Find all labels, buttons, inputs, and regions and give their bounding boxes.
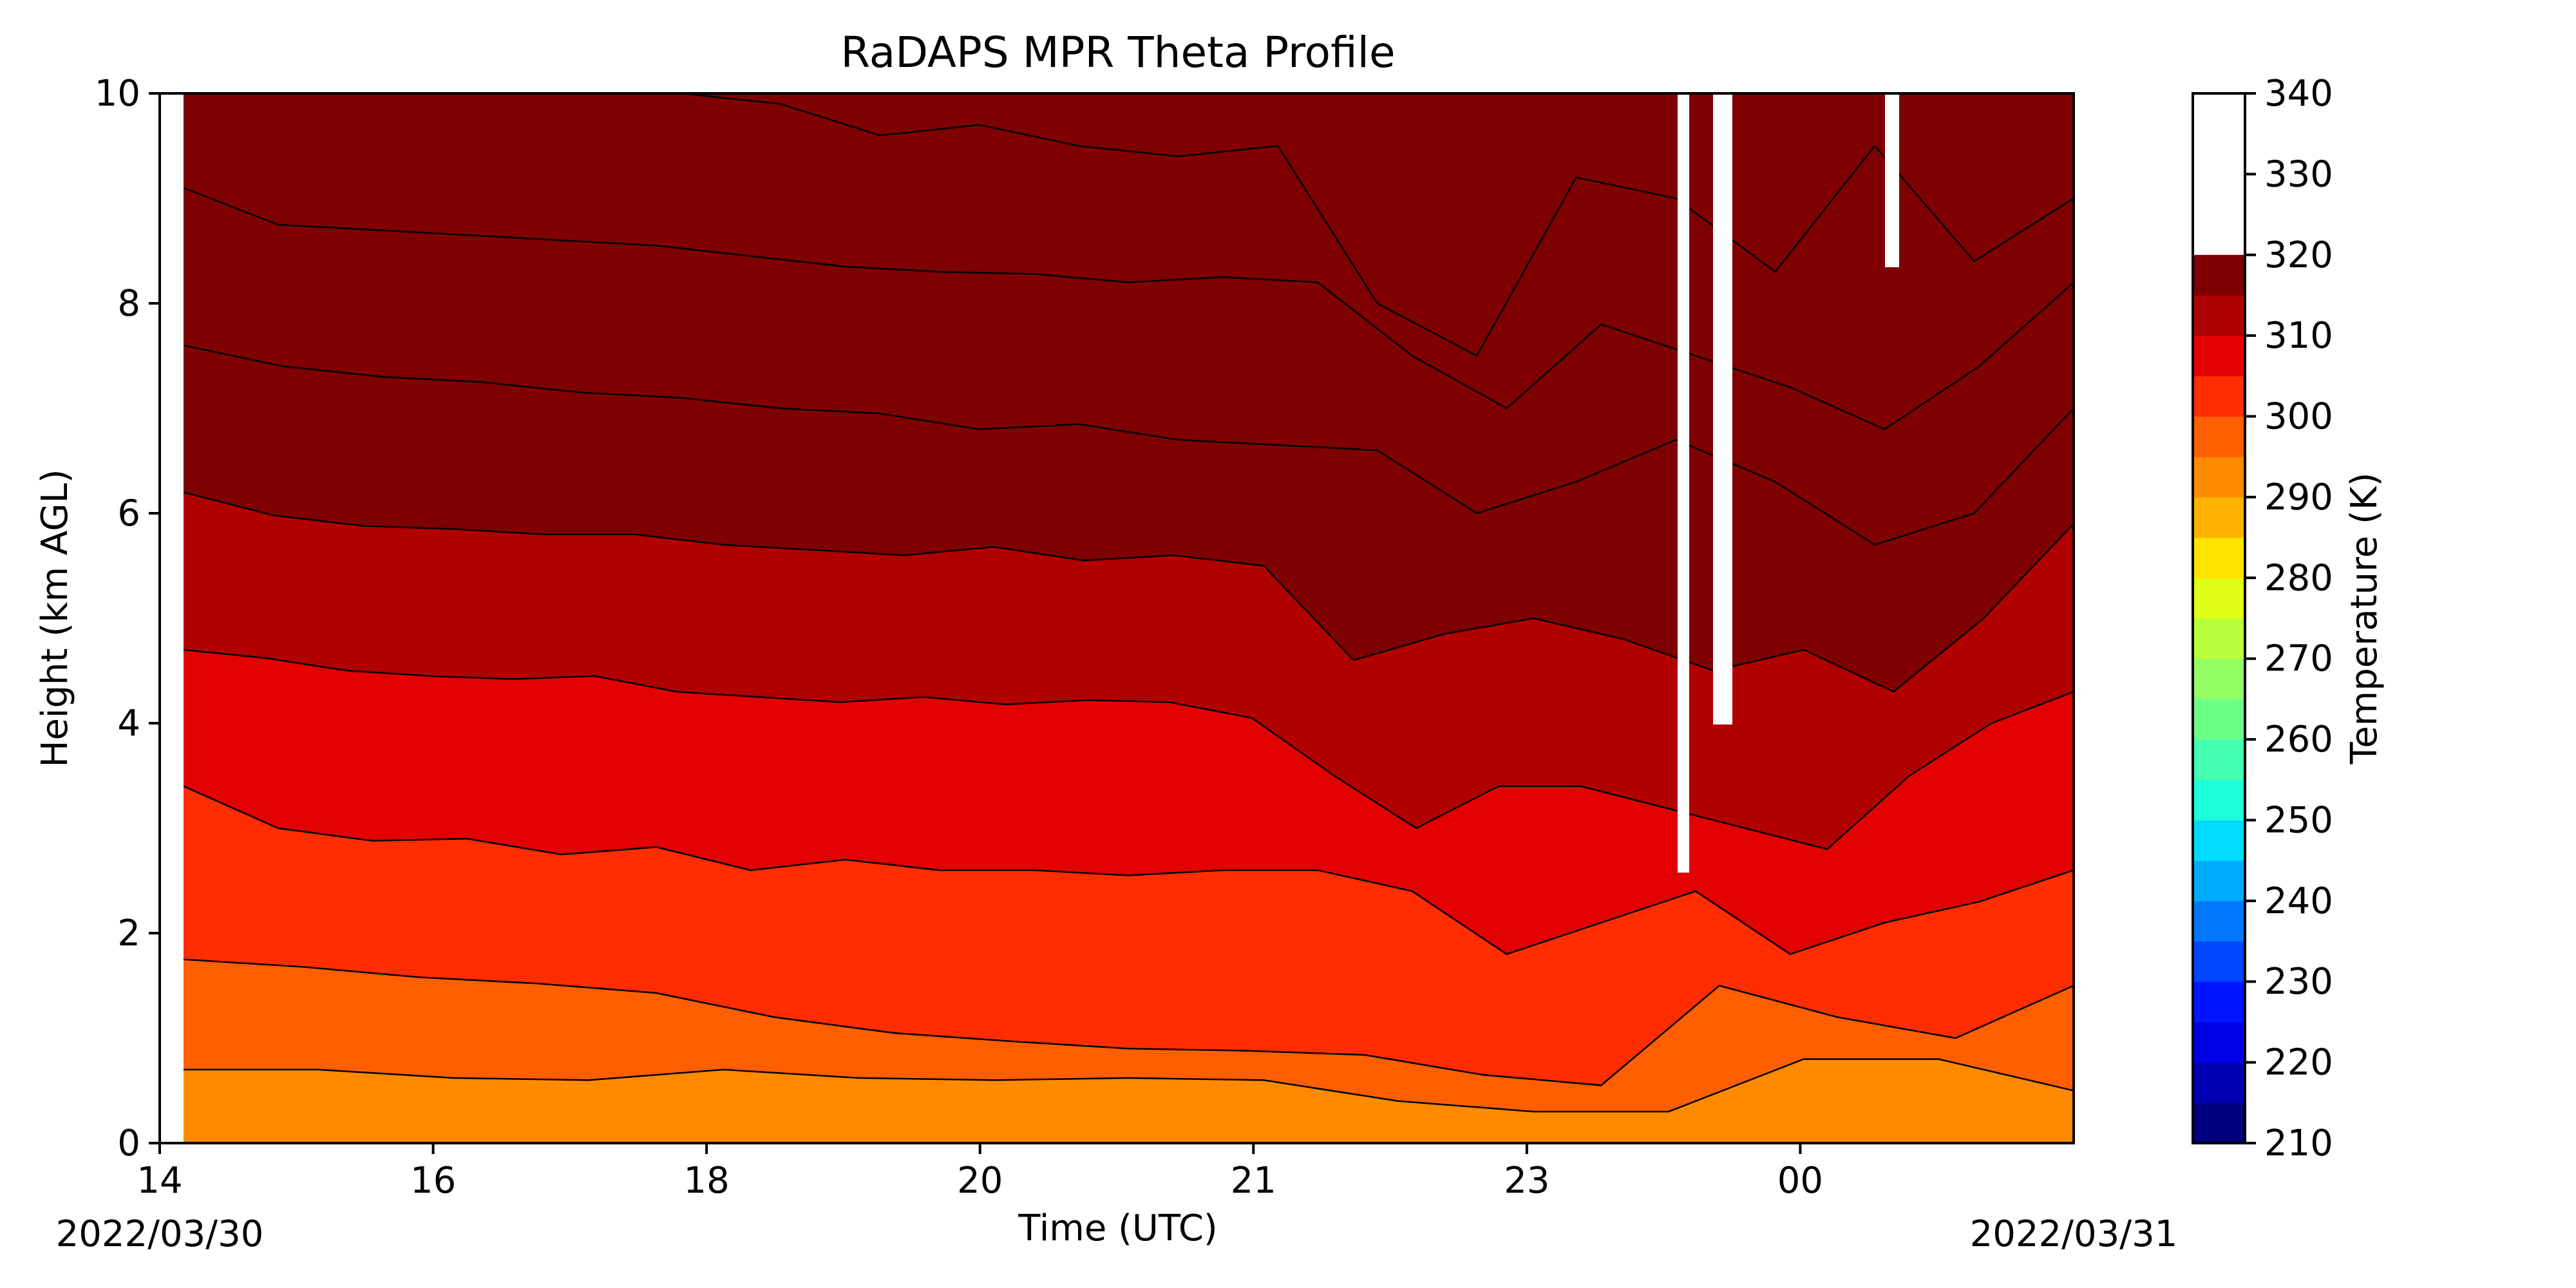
colorbar-tick-label: 320 (2264, 234, 2333, 276)
colorbar-swatch (2193, 336, 2245, 377)
x-axis-label: Time (UTC) (1018, 1208, 1218, 1249)
contour-line-325 (184, 187, 2074, 431)
colorbar-ticks: 210 220 230 240 250 260 270 280 290 300 310 320 330 3… (2245, 73, 2333, 1164)
contour-line-310 (184, 649, 2074, 850)
colorbar-swatch (2193, 537, 2245, 578)
x-tick-label: 23 (1504, 1160, 1549, 1202)
colorbar-tick-label: 260 (2264, 719, 2333, 761)
contour-lines (184, 93, 2074, 1113)
y-tick-label: 8 (117, 283, 140, 325)
colorbar-swatch (2193, 779, 2245, 820)
colorbar (2193, 254, 2245, 1144)
colorbar-swatch (2193, 578, 2245, 619)
missing-data-column (1885, 93, 1899, 267)
colorbar-tick-label: 330 (2264, 153, 2333, 195)
y-axis: 0 2 4 6 8 10 (95, 73, 160, 1164)
colorbar-tick-label: 340 (2264, 73, 2333, 115)
colorbar-tick-label: 270 (2264, 638, 2333, 680)
contour-fills (184, 93, 2074, 1143)
colorbar-swatch (2193, 618, 2245, 659)
y-tick-label: 2 (117, 913, 140, 954)
colorbar-tick-label: 250 (2264, 799, 2333, 841)
x-tick-label: 16 (410, 1160, 456, 1202)
colorbar-swatch (2193, 1021, 2245, 1063)
x-axis: 14 16 18 20 21 23 00 (137, 1143, 1823, 1202)
colorbar-tick-label: 220 (2264, 1042, 2333, 1084)
y-tick-label: 6 (117, 493, 140, 535)
missing-data-column (1678, 93, 1689, 873)
x-tick-label: 14 (137, 1160, 182, 1202)
y-axis-label: Height (km AGL) (34, 469, 76, 767)
colorbar-tick-label: 280 (2264, 557, 2333, 599)
colorbar-swatch (2193, 1062, 2245, 1103)
colorbar-label: Temperature (K) (2344, 473, 2385, 765)
y-tick-label: 10 (95, 73, 140, 115)
colorbar-tick-label: 310 (2264, 315, 2333, 357)
x-tick-label: 20 (957, 1160, 1003, 1202)
colorbar-swatch (2193, 900, 2245, 942)
colorbar-tick-label: 240 (2264, 880, 2333, 922)
colorbar-swatch (2193, 497, 2245, 538)
colorbar-swatch (2193, 739, 2245, 781)
colorbar-swatch (2193, 416, 2245, 457)
x-tick-label: 18 (684, 1160, 730, 1202)
y-tick-label: 0 (117, 1122, 140, 1164)
colorbar-swatch (2193, 295, 2245, 336)
colorbar-swatch (2193, 658, 2245, 699)
start-date-label: 2022/03/30 (56, 1213, 264, 1255)
colorbar-swatch (2193, 457, 2245, 498)
contour-line-315 (184, 491, 2074, 693)
contour-line-305 (184, 785, 2074, 955)
colorbar-tick-label: 230 (2264, 961, 2333, 1003)
colorbar-swatch (2193, 375, 2245, 417)
contour-line-300 (184, 958, 2074, 1086)
contour-line-320 (184, 344, 2074, 546)
contour-band-330 (184, 93, 2074, 356)
y-tick-label: 4 (117, 703, 140, 744)
colorbar-frame (2192, 92, 2246, 1144)
colorbar-tick-label: 210 (2264, 1122, 2333, 1164)
x-tick-label: 21 (1231, 1160, 1276, 1202)
contour-line-330 (184, 93, 2074, 357)
contour-line-295 (184, 1058, 2074, 1113)
end-date-label: 2022/03/31 (1970, 1213, 2178, 1255)
colorbar-tick-label: 290 (2264, 477, 2333, 518)
colorbar-swatch (2193, 820, 2245, 861)
chart-title: RaDAPS MPR Theta Profile (840, 28, 1395, 77)
colorbar-swatch (2193, 860, 2245, 902)
colorbar-swatch (2193, 981, 2245, 1023)
colorbar-swatch (2193, 699, 2245, 740)
colorbar-swatch (2193, 941, 2245, 982)
colorbar-swatch (2193, 254, 2245, 296)
colorbar-swatch (2193, 1103, 2245, 1144)
missing-data-column (1713, 93, 1732, 724)
colorbar-tick-label: 300 (2264, 396, 2333, 438)
plot-frame (158, 92, 2075, 1144)
x-tick-label: 00 (1777, 1160, 1823, 1202)
